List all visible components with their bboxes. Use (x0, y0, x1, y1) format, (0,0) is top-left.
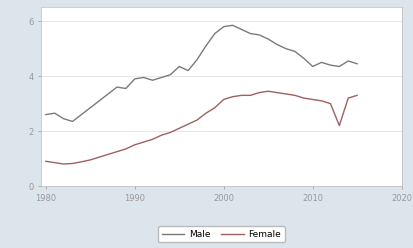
Female (79, 160, 84, 163)
Female (212, 106, 217, 109)
Female (167, 131, 172, 134)
Male (327, 64, 332, 67)
Male (88, 106, 93, 109)
Female (203, 112, 208, 115)
Male (70, 120, 75, 123)
Female (292, 94, 297, 97)
Male (194, 58, 199, 61)
Male (79, 113, 84, 116)
Female (238, 94, 243, 97)
Male (221, 25, 225, 28)
Line: Male: Male (46, 25, 356, 122)
Male (176, 65, 181, 68)
Female (327, 102, 332, 105)
Male (265, 37, 270, 40)
Male (212, 32, 217, 35)
Male (247, 32, 252, 35)
Male (123, 87, 128, 90)
Male (318, 61, 323, 64)
Female (159, 134, 164, 137)
Male (167, 73, 172, 76)
Female (52, 161, 57, 164)
Female (185, 123, 190, 126)
Female (283, 93, 288, 95)
Female (318, 99, 323, 102)
Male (105, 93, 110, 95)
Male (132, 77, 137, 80)
Female (274, 91, 279, 94)
Male (274, 43, 279, 46)
Female (345, 97, 350, 100)
Male (114, 86, 119, 89)
Female (114, 150, 119, 153)
Female (132, 143, 137, 146)
Male (159, 76, 164, 79)
Male (283, 47, 288, 50)
Female (43, 160, 48, 163)
Female (265, 90, 270, 93)
Male (336, 65, 341, 68)
Female (256, 91, 261, 94)
Female (88, 158, 93, 161)
Line: Female: Female (46, 91, 356, 164)
Female (221, 98, 225, 101)
Male (301, 57, 306, 60)
Male (61, 117, 66, 120)
Male (150, 79, 155, 82)
Female (141, 141, 146, 144)
Female (61, 162, 66, 165)
Male (52, 112, 57, 115)
Female (194, 119, 199, 122)
Male (43, 113, 48, 116)
Female (105, 153, 110, 156)
Female (247, 94, 252, 97)
Female (176, 127, 181, 130)
Female (336, 124, 341, 127)
Female (309, 98, 314, 101)
Male (203, 44, 208, 47)
Female (230, 95, 235, 98)
Male (230, 24, 235, 27)
Male (309, 65, 314, 68)
Male (185, 69, 190, 72)
Male (141, 76, 146, 79)
Male (292, 50, 297, 53)
Female (301, 97, 306, 100)
Male (97, 99, 102, 102)
Male (238, 28, 243, 31)
Female (70, 162, 75, 165)
Female (150, 138, 155, 141)
Legend: Male, Female: Male, Female (158, 226, 284, 243)
Male (345, 60, 350, 62)
Female (354, 94, 359, 97)
Male (354, 62, 359, 65)
Female (97, 156, 102, 159)
Female (123, 147, 128, 150)
Male (256, 33, 261, 36)
